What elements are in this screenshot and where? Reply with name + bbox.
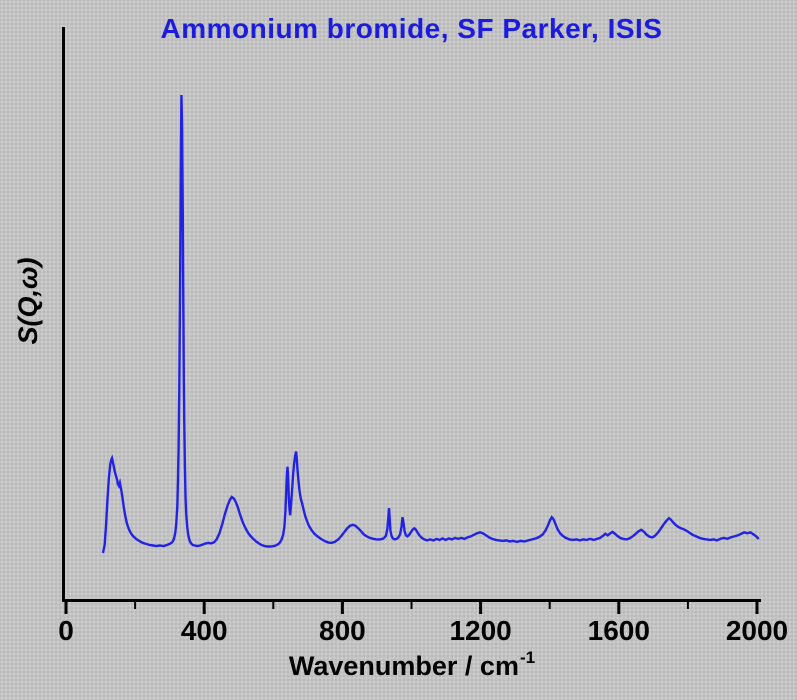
x-axis-label-superscript: -1 [519, 648, 536, 667]
x-tick-label: 1600 [588, 615, 650, 646]
x-tick-label: 0 [58, 615, 74, 646]
x-tick-label: 1200 [449, 615, 511, 646]
x-tick-label: 400 [181, 615, 228, 646]
x-axis-label: Wavenumber / cm-1 [66, 648, 757, 682]
spectrum-curve [101, 94, 760, 554]
x-tick-label: 800 [319, 615, 366, 646]
y-axis-label: S(Q,ω) [13, 257, 43, 345]
x-tick-label: 2000 [726, 615, 788, 646]
chart-title: Ammonium bromide, SF Parker, ISIS [160, 13, 663, 44]
x-axis-label-text: Wavenumber / cm [288, 651, 519, 681]
